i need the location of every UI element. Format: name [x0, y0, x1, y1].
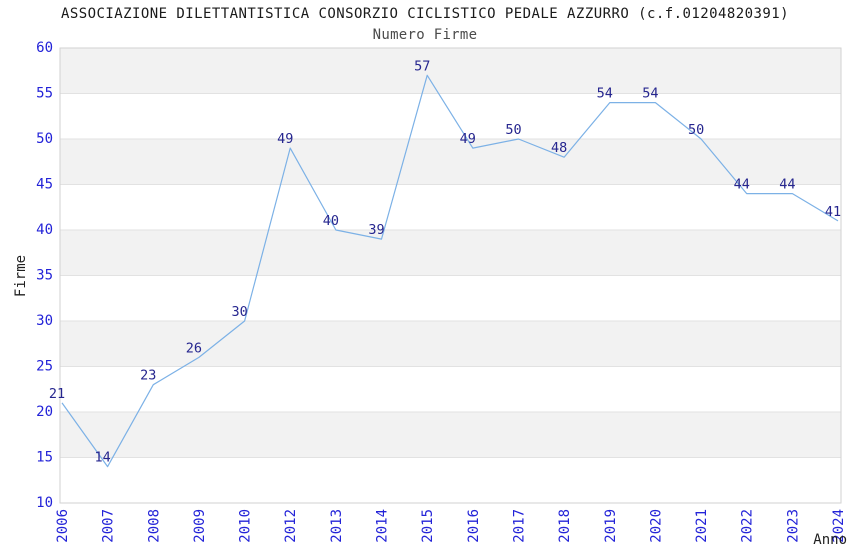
x-tick-label: 2018	[557, 509, 573, 543]
plot-band	[60, 48, 841, 94]
x-tick-label: 2017	[512, 509, 528, 543]
point-label: 23	[140, 368, 156, 384]
x-tick-label: 2006	[55, 509, 71, 543]
y-tick-label: 35	[36, 268, 53, 284]
y-tick-label: 10	[36, 495, 53, 511]
y-tick-label: 40	[36, 222, 53, 238]
y-tick-label: 30	[36, 313, 53, 329]
y-axis-title: Firme	[13, 255, 29, 297]
y-tick-label: 55	[36, 86, 53, 102]
x-tick-label: 2008	[146, 509, 162, 543]
plot-band	[60, 230, 841, 276]
data-line	[61, 74, 839, 468]
y-tick-label: 15	[36, 450, 53, 466]
x-tick-label: 2024	[831, 509, 847, 543]
x-axis-title: Anno	[813, 532, 847, 548]
point-label: 41	[825, 204, 841, 220]
point-label: 39	[368, 222, 384, 238]
y-tick-label: 25	[36, 359, 53, 375]
x-tick-label: 2015	[420, 509, 436, 543]
point-label: 49	[277, 131, 293, 147]
y-tick-label: 50	[36, 131, 53, 147]
x-tick-label: 2019	[603, 509, 619, 543]
point-label: 54	[597, 86, 613, 102]
plot-band	[60, 139, 841, 185]
x-tick-label: 2012	[283, 509, 299, 543]
point-label: 49	[460, 131, 476, 147]
point-label: 44	[734, 177, 750, 193]
point-label: 44	[779, 177, 795, 193]
x-tick-label: 2021	[694, 509, 710, 543]
plot-band	[60, 321, 841, 367]
plot-band	[60, 412, 841, 458]
point-label: 57	[414, 58, 430, 74]
y-tick-label: 60	[36, 40, 53, 56]
y-tick-label: 20	[36, 404, 53, 420]
x-tick-label: 2022	[740, 509, 756, 543]
point-label: 21	[49, 386, 65, 402]
x-tick-label: 2023	[785, 509, 801, 543]
x-tick-label: 2016	[466, 509, 482, 543]
point-label: 14	[94, 450, 110, 466]
y-tick-label: 45	[36, 177, 53, 193]
point-label: 40	[323, 213, 339, 229]
chart-title: ASSOCIAZIONE DILETTANTISTICA CONSORZIO C…	[60, 6, 790, 22]
point-label: 50	[688, 122, 704, 138]
x-tick-label: 2013	[329, 509, 345, 543]
x-tick-label: 2020	[648, 509, 664, 543]
point-label: 26	[186, 340, 202, 356]
chart-subtitle: Numero Firme	[372, 27, 478, 43]
point-label: 50	[505, 122, 521, 138]
x-tick-label: 2014	[375, 509, 391, 543]
point-label: 30	[231, 304, 247, 320]
x-tick-label: 2009	[192, 509, 208, 543]
point-label: 48	[551, 140, 567, 156]
plot-border	[59, 47, 842, 504]
point-label: 54	[642, 86, 658, 102]
x-tick-label: 2007	[101, 509, 117, 543]
x-tick-label: 2010	[238, 509, 254, 543]
